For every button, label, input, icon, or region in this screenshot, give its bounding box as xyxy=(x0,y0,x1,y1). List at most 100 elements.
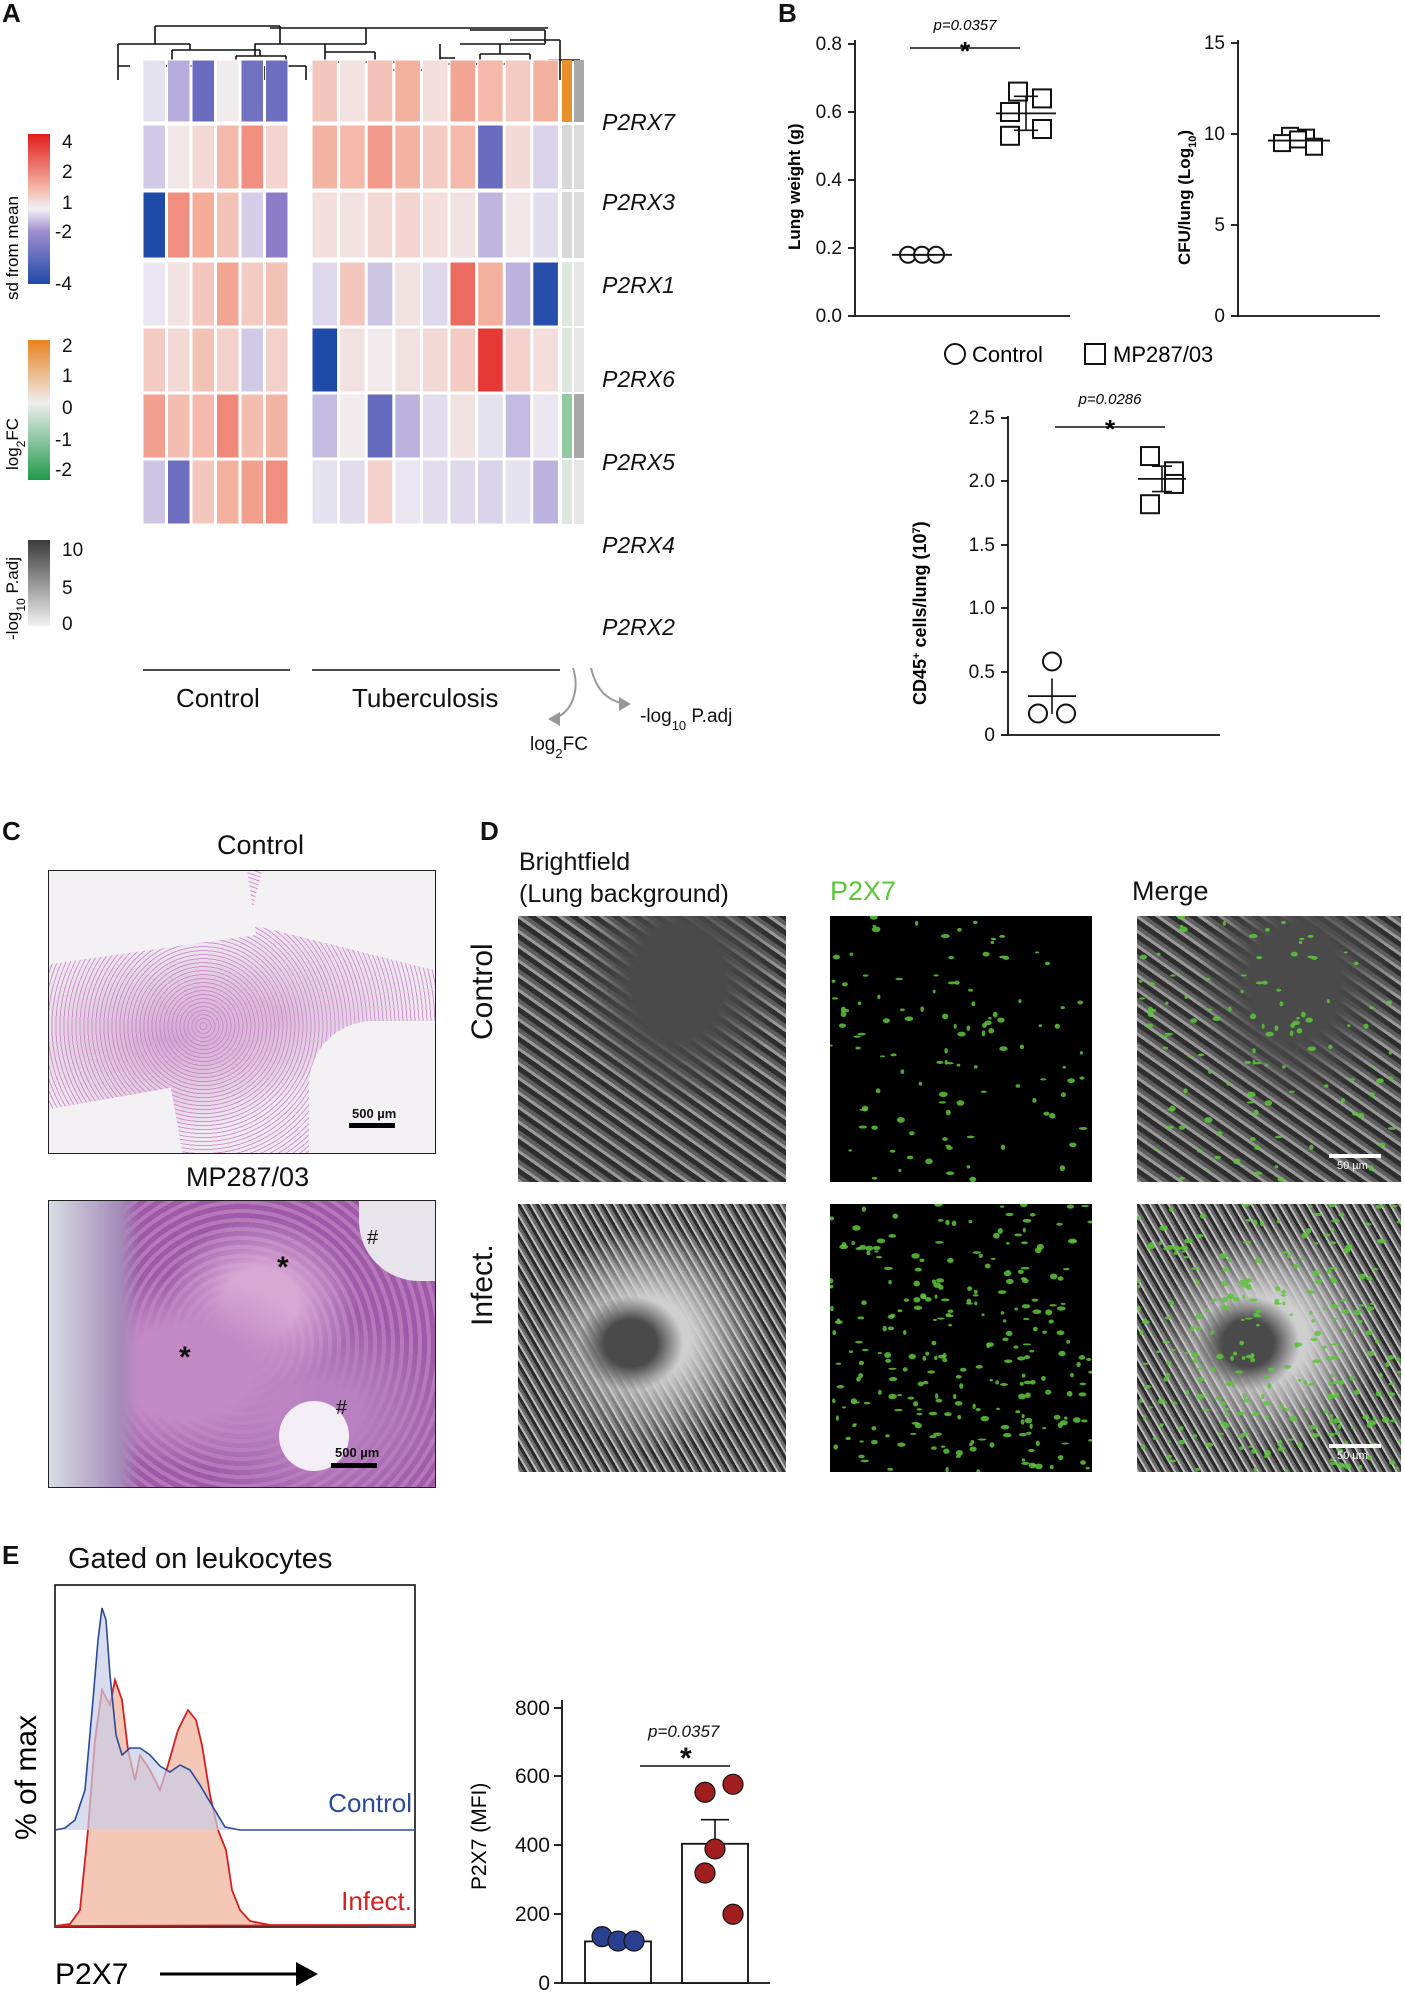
fluorescence-dot xyxy=(902,1330,907,1335)
fluorescence-dot xyxy=(1283,1407,1289,1412)
fluorescence-dot xyxy=(1314,1330,1321,1337)
heatmap-cell xyxy=(366,191,394,259)
heatmap-cell xyxy=(240,393,264,459)
fluorescence-dot xyxy=(1368,1420,1377,1426)
cfu-tick: 0 xyxy=(1214,306,1225,327)
fluorescence-dot xyxy=(1395,1357,1401,1362)
fluorescence-dot xyxy=(887,1467,894,1471)
fluorescence-dot xyxy=(1366,1276,1373,1281)
fluorescence-dot xyxy=(933,1432,942,1436)
fluorescence-dot xyxy=(956,1100,965,1106)
fluorescence-dot xyxy=(1184,994,1188,1000)
fluorescence-dot xyxy=(1163,1376,1168,1382)
fluorescence-dot xyxy=(835,1362,842,1365)
cd45-tick: 0 xyxy=(984,725,995,746)
fluorescence-dot xyxy=(1277,1442,1281,1447)
heatmap-cell xyxy=(477,261,504,327)
log2fc-cell xyxy=(562,60,572,122)
fluorescence-dot xyxy=(1307,934,1314,938)
fluorescence-dot xyxy=(911,1253,920,1259)
padj-cell xyxy=(574,460,584,524)
fc-tick: 2 xyxy=(62,336,73,357)
fluorescence-dot xyxy=(1298,940,1303,945)
fluorescence-dot xyxy=(1169,1105,1176,1112)
heatmap-cell xyxy=(311,459,339,525)
fluorescence-dot xyxy=(1080,1204,1090,1208)
fluorescence-dot xyxy=(1228,1006,1232,1012)
data-point xyxy=(1273,134,1291,153)
fluorescence-dot xyxy=(1014,1307,1018,1311)
fluorescence-dot xyxy=(1365,1330,1374,1336)
cd45-chart xyxy=(1001,416,1220,736)
fluorescence-dot xyxy=(1169,1348,1176,1352)
fluorescence-dot xyxy=(931,1446,937,1450)
fluorescence-dot xyxy=(973,1065,978,1069)
fluorescence-dot xyxy=(1032,1463,1037,1468)
fluorescence-dot xyxy=(1156,1350,1161,1354)
fluorescence-dot xyxy=(1312,1359,1321,1364)
fluorescence-dot xyxy=(1015,1410,1021,1414)
fluorescence-dot xyxy=(938,1284,944,1290)
granuloma-marker: # xyxy=(367,1227,379,1249)
heatmap-cell xyxy=(167,327,191,393)
fluorescence-dot xyxy=(857,1001,862,1006)
fluorescence-dot xyxy=(1019,1044,1025,1050)
data-point xyxy=(1042,651,1062,672)
fluorescence-dot xyxy=(890,1053,897,1057)
data-point xyxy=(722,1903,744,1925)
heatmap-cell xyxy=(366,327,394,393)
fluorescence-dot xyxy=(841,982,848,987)
fluorescence-dot xyxy=(831,979,836,983)
fluorescence-dot xyxy=(931,1340,937,1346)
necrosis-marker: * xyxy=(179,1341,191,1374)
fluorescence-dot xyxy=(1187,1055,1193,1058)
log2fc-cell xyxy=(562,460,572,524)
fc-legend-bar xyxy=(28,340,50,480)
fluorescence-dot xyxy=(1340,1298,1347,1302)
fluorescence-dot xyxy=(971,1001,976,1007)
fluorescence-dot xyxy=(1165,1360,1172,1366)
heatmap-cell xyxy=(477,191,504,259)
fluorescence-dot xyxy=(959,1367,967,1372)
lw-tick: 0.4 xyxy=(816,170,843,191)
heatmap-cell xyxy=(421,393,449,459)
fluorescence-dot xyxy=(841,1241,847,1248)
fluorescence-dot xyxy=(913,1296,921,1303)
fluorescence-dot xyxy=(944,1047,948,1054)
fluorescence-dot xyxy=(1018,1393,1027,1400)
fluorescence-dot xyxy=(1378,1372,1383,1378)
log2fc-cell xyxy=(562,328,572,392)
fluorescence-dot xyxy=(1366,1454,1373,1461)
fluorescence-dot xyxy=(972,1294,979,1297)
fluorescence-dot xyxy=(884,1352,892,1358)
fluorescence-dot xyxy=(1202,977,1211,981)
legend-control-marker xyxy=(944,343,966,365)
fluorescence-dot xyxy=(1222,920,1226,926)
fluorescence-dot xyxy=(878,1389,882,1395)
fluorescence-dot xyxy=(1197,1053,1205,1057)
fluorescence-dot xyxy=(937,1317,945,1320)
fluorescence-dot xyxy=(1280,1251,1290,1254)
fluorescence-dot xyxy=(1322,1307,1327,1311)
fluorescence-dot xyxy=(1305,1228,1312,1234)
fluorescence-dot xyxy=(1331,1317,1338,1321)
fluorescence-dot xyxy=(1061,1442,1069,1445)
fluorescence-dot xyxy=(997,1228,1003,1234)
fluorescence-dot xyxy=(1005,1278,1014,1285)
heatmap-cell xyxy=(142,261,166,327)
heatmap-cell xyxy=(167,261,191,327)
legend-mp-marker xyxy=(1084,343,1106,365)
fluorescence-dot xyxy=(1246,1091,1256,1098)
fluorescence-dot xyxy=(1032,1326,1038,1332)
fluorescence-dot xyxy=(916,1408,922,1411)
fluorescence-dot xyxy=(1079,1076,1085,1080)
fluorescence-dot xyxy=(1204,1116,1213,1123)
heatmap-cell xyxy=(311,59,339,123)
fluorescence-dot xyxy=(1277,1176,1285,1182)
fluorescence-dot xyxy=(1299,937,1305,941)
fluorescence-dot xyxy=(1240,1318,1245,1322)
fluorescence-dot xyxy=(1240,1432,1250,1436)
heatmap-cell xyxy=(366,393,394,459)
p2x7-control-image xyxy=(830,916,1092,1182)
fluorescence-dot xyxy=(947,1309,954,1314)
